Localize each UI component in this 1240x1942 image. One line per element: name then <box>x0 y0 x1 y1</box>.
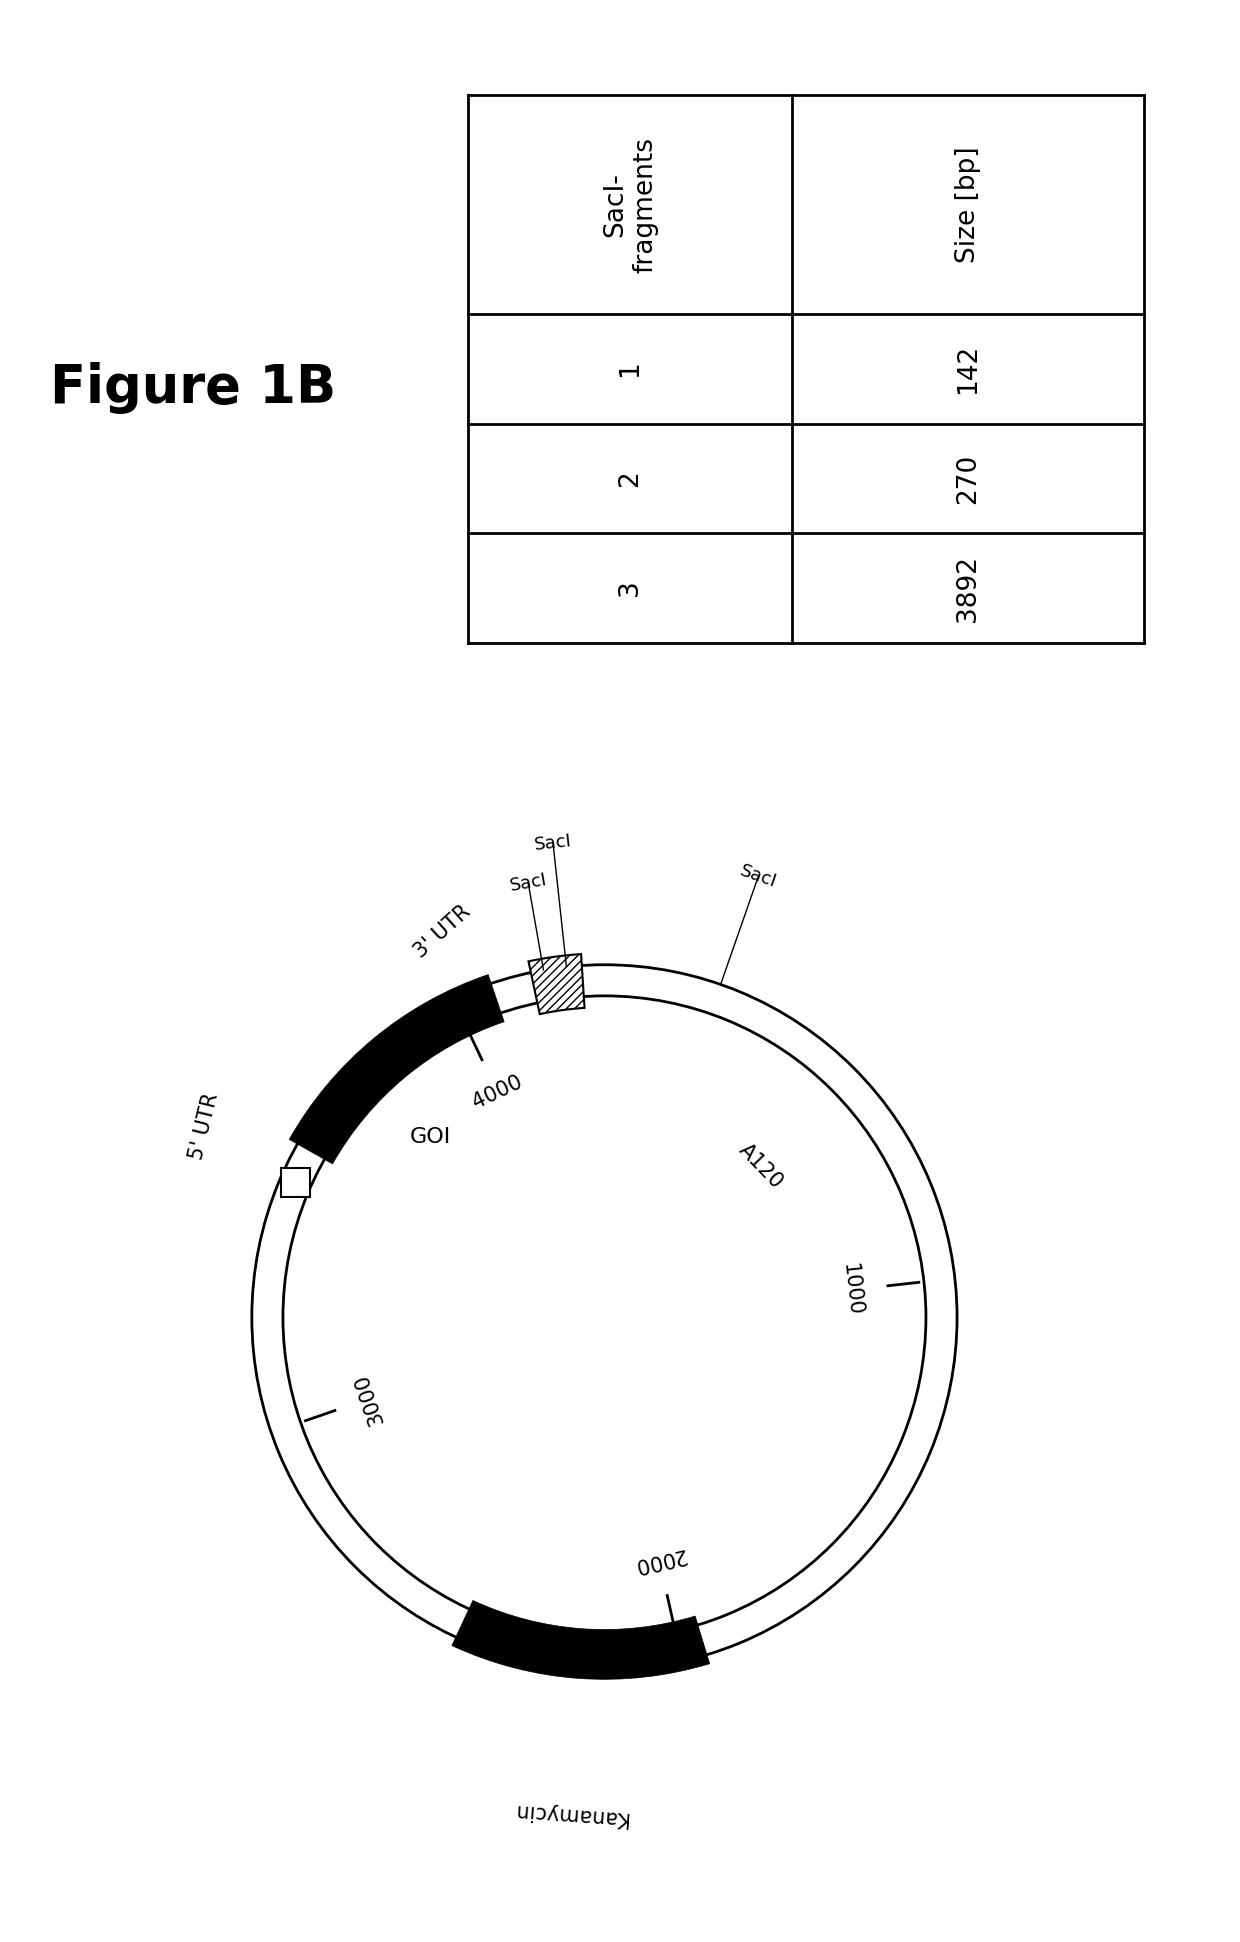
Text: 3: 3 <box>618 579 644 596</box>
Text: Figure 1B: Figure 1B <box>50 363 336 414</box>
Text: 3000: 3000 <box>351 1371 387 1427</box>
Text: 1000: 1000 <box>839 1262 864 1317</box>
Text: 2000: 2000 <box>631 1544 687 1575</box>
Text: 3892: 3892 <box>955 555 981 621</box>
Wedge shape <box>451 1600 709 1680</box>
Text: 2: 2 <box>618 470 644 487</box>
Text: 270: 270 <box>955 452 981 503</box>
Text: 3' UTR: 3' UTR <box>410 901 475 961</box>
Text: Size [bp]: Size [bp] <box>955 146 981 262</box>
Text: 4000: 4000 <box>470 1072 526 1113</box>
Text: 142: 142 <box>955 344 981 394</box>
Text: 5' UTR: 5' UTR <box>187 1091 222 1161</box>
Text: GOI: GOI <box>410 1126 451 1148</box>
Wedge shape <box>289 975 505 1163</box>
Text: SacI-
fragments: SacI- fragments <box>603 136 658 272</box>
Text: SacI: SacI <box>738 862 779 891</box>
Text: 1: 1 <box>618 361 644 377</box>
Wedge shape <box>528 954 584 1014</box>
Bar <box>281 1169 310 1196</box>
Text: Kanamycin: Kanamycin <box>512 1800 627 1827</box>
Text: SacI: SacI <box>508 872 548 895</box>
Text: A120: A120 <box>735 1140 787 1192</box>
Text: SacI: SacI <box>533 831 573 854</box>
